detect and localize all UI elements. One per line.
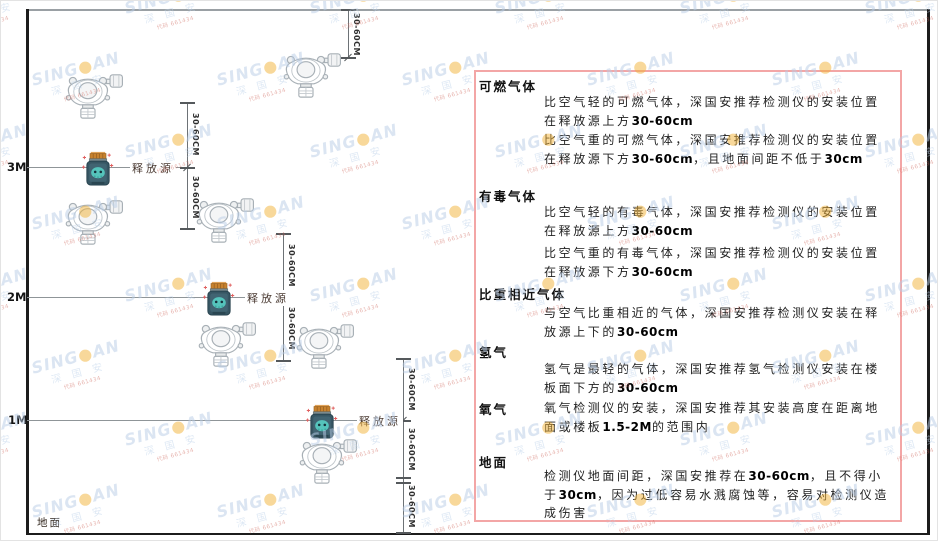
section-heading-similar-density: 比重相近气体 [479,287,567,302]
section-paragraph: 氢气是最轻的气体，深国安推荐氢气检测仪安装在楼板面下方的30-60cm [544,362,880,395]
gas-detector-icon [295,323,357,369]
dim-tick [341,57,356,59]
dim-tick [396,358,411,360]
dim-tick [276,233,291,235]
brand-watermark: SING●AN深 国 安代码 661434 [677,0,770,32]
release-source-label: 释放源 [357,413,403,429]
height-label-2m: 2M [7,290,27,304]
section-paragraph: 比空气轻的有毒气体，深国安推荐检测仪的安装位置在释放源上方30-60cm [544,205,880,238]
section-paragraph: 比空气重的有毒气体，深国安推荐检测仪的安装位置在释放源下方30-60cm [544,246,880,279]
dim-label: 30-60CM [191,176,200,219]
section-paragraph: 与空气比重相近的气体，深国安推荐检测仪安装在释放源上下的30-60cm [544,306,880,339]
dim-tick [180,167,195,169]
ceiling-line [27,9,929,11]
release-source-icon [306,404,338,441]
dim-tick [396,420,411,422]
release-source-icon [82,151,114,188]
dim-label: 30-60CM [352,13,361,56]
gas-detector-icon [282,52,344,98]
info-panel [474,70,902,522]
dim-label: 30-60CM [287,307,296,350]
height-line-1m [27,420,403,421]
section-heading-oxygen: 氧气 [479,402,509,417]
section-heading-ground: 地面 [479,455,509,470]
gas-detector-icon [195,197,257,243]
left-wall-axis [26,9,29,535]
dim-tick [396,477,411,479]
section-paragraph: 比空气重的可燃气体，深国安推荐检测仪的安装位置在释放源下方30-60cm，且地面… [544,133,880,166]
dim-label: 30-60CM [407,368,416,411]
section-heading-hydrogen: 氢气 [479,345,509,360]
gas-detector-icon [64,199,126,245]
height-label-3m: 3M [7,160,27,174]
ground-label: 地面 [37,517,62,529]
height-line-2m [27,297,283,298]
dim-tick [396,532,411,534]
release-source-label: 释放源 [130,160,176,176]
dim-label: 30-60CM [191,113,200,156]
section-paragraph: 氧气检测仪的安装，深国安推荐其安装高度在距离地面或楼板1.5-2M的范围内 [544,401,880,434]
ground-line [26,533,929,535]
gas-detector-icon [197,321,259,367]
dim-label: 30-60CM [407,428,416,471]
release-source-label: 释放源 [245,290,291,306]
dim-label: 30-60CM [287,244,296,287]
dim-tick [396,482,411,484]
dim-tick [180,228,195,230]
gas-detector-icon [298,438,360,484]
brand-watermark: SING●AN深 国 安代码 661434 [0,0,30,31]
brand-watermark: SING●AN深 国 安代码 661434 [122,0,215,32]
dim-line-ceiling [348,10,349,58]
dim-line-1m [403,359,404,533]
section-heading-combustible: 可燃气体 [479,79,538,94]
gas-detector-icon [64,73,126,119]
dim-label: 30-60CM [407,485,416,528]
section-paragraph: 检测仪地面间距，深国安推荐在30-60cm，且不得小于30cm，因为过低容易水溅… [544,469,889,520]
section-paragraph: 比空气轻的可燃气体，深国安推荐检测仪的安装位置在释放源上方30-60cm [544,95,880,128]
brand-watermark: SING●AN深 国 安代码 661434 [492,0,585,32]
release-source-icon [203,281,235,318]
dim-tick [180,102,195,104]
height-label-1m: 1M [8,413,28,427]
dim-tick [276,360,291,362]
dim-tick [341,9,356,11]
right-wall-line [927,9,930,535]
section-heading-toxic: 有毒气体 [479,189,538,204]
